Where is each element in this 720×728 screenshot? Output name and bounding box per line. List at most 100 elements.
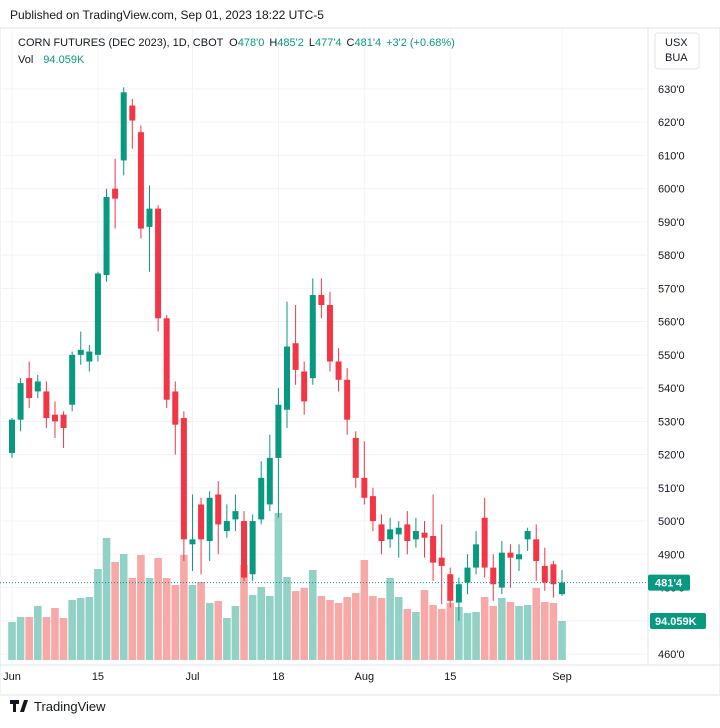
candle-body <box>430 536 437 563</box>
y-tick-label: 530'0 <box>658 416 685 428</box>
volume-bar <box>283 577 291 660</box>
candle-body <box>34 381 41 392</box>
candle-body <box>378 524 385 542</box>
candle-body <box>258 477 265 520</box>
volume-tag <box>650 613 706 630</box>
candle-body <box>395 527 402 535</box>
candle-body <box>481 517 488 568</box>
candle-body <box>189 539 196 545</box>
y-tick-label: 630'0 <box>658 84 685 96</box>
volume-value: 94.059K <box>43 54 85 66</box>
candle-body <box>490 567 497 585</box>
y-tick-label: 610'0 <box>658 150 685 162</box>
volume-bar <box>558 621 566 660</box>
candle-body <box>516 554 523 560</box>
candle-body <box>541 565 548 583</box>
currency: USX <box>665 37 688 49</box>
volume-bar <box>8 621 16 660</box>
legend-value: 485'2 <box>277 37 304 49</box>
y-tick-label: 520'0 <box>658 450 685 462</box>
currency-box[interactable] <box>654 32 700 70</box>
candle-body <box>369 496 376 522</box>
volume-bar <box>94 569 102 660</box>
candle-body <box>146 208 153 227</box>
candle-body <box>464 567 471 583</box>
volume-bar <box>360 560 369 660</box>
volume-bar <box>42 617 51 660</box>
volume-bar <box>102 537 111 660</box>
volume-bar <box>85 596 94 660</box>
y-tick-label: 570'0 <box>658 283 685 295</box>
y-tick-label: 510'0 <box>658 483 685 495</box>
brand: TradingView <box>34 699 106 714</box>
volume-bar <box>214 601 223 660</box>
candle-body <box>507 552 514 558</box>
candle-body <box>198 504 205 540</box>
candles <box>9 87 565 621</box>
unit: BUA <box>665 52 688 64</box>
candle-body <box>155 208 162 319</box>
candle-body <box>241 521 248 578</box>
candle-body <box>412 531 419 540</box>
volume-bar <box>412 611 420 660</box>
volume-bar <box>240 565 248 660</box>
chart-frame <box>0 27 720 696</box>
volume-bar <box>506 602 515 660</box>
volume-bar <box>248 594 257 660</box>
candle-body <box>438 557 445 566</box>
y-tick-label: 600'0 <box>658 184 685 196</box>
volume-bar <box>498 598 506 660</box>
volume-bar <box>76 598 85 660</box>
volume-bar <box>369 595 377 660</box>
volume-bar <box>403 609 412 660</box>
volume-bar <box>394 596 403 660</box>
volume-bar <box>180 554 188 660</box>
volume-bar <box>300 587 308 660</box>
volume-bar <box>523 604 532 660</box>
candle-body <box>498 552 505 588</box>
logo-mark <box>10 700 28 712</box>
candle-body <box>94 273 101 355</box>
candle-body <box>223 521 230 532</box>
candle-body <box>387 529 394 540</box>
candle-body <box>284 346 290 410</box>
candle-body <box>524 531 531 540</box>
candle-body <box>533 539 540 561</box>
candle-body <box>421 532 428 538</box>
volume-bar <box>274 513 283 660</box>
axes: 460'0470'0480'0490'0500'0510'0520'0530'0… <box>0 84 706 683</box>
volume-bar <box>145 578 154 660</box>
volume-bar <box>266 595 274 660</box>
last-price-tag <box>648 574 690 591</box>
volume-bar <box>532 587 541 660</box>
volume-bar <box>308 570 317 660</box>
x-tick-label: Sep <box>552 671 572 683</box>
candle-body <box>361 477 368 498</box>
y-tick-label: 580'0 <box>658 250 685 262</box>
y-tick-label: 590'0 <box>658 217 685 229</box>
volume-tag-label: 94.059K <box>655 616 697 628</box>
volume-bar <box>489 606 498 660</box>
volume-bar <box>119 553 128 660</box>
legend-change: +3'2 (+0.68%) <box>386 37 455 49</box>
y-tick-label: 620'0 <box>658 117 685 129</box>
grid <box>0 28 648 665</box>
legend-key: H <box>269 37 277 49</box>
x-tick-label: 15 <box>92 671 104 683</box>
candle-body <box>249 521 256 575</box>
candle-body <box>455 584 462 603</box>
candle-body <box>404 524 411 542</box>
candle-body <box>447 574 454 601</box>
volume-bar <box>291 591 300 660</box>
candle-body <box>180 418 187 540</box>
volume-bar <box>68 600 76 660</box>
candle-body <box>352 437 359 478</box>
candle-body <box>103 196 110 276</box>
legend-value: 481'4 <box>355 37 382 49</box>
volume-bar <box>257 586 266 660</box>
candle-body <box>172 391 179 425</box>
x-tick-label: 15 <box>444 671 456 683</box>
candle-body <box>17 383 24 420</box>
legend-value: 477'4 <box>315 37 342 49</box>
y-tick-label: 540'0 <box>658 383 685 395</box>
